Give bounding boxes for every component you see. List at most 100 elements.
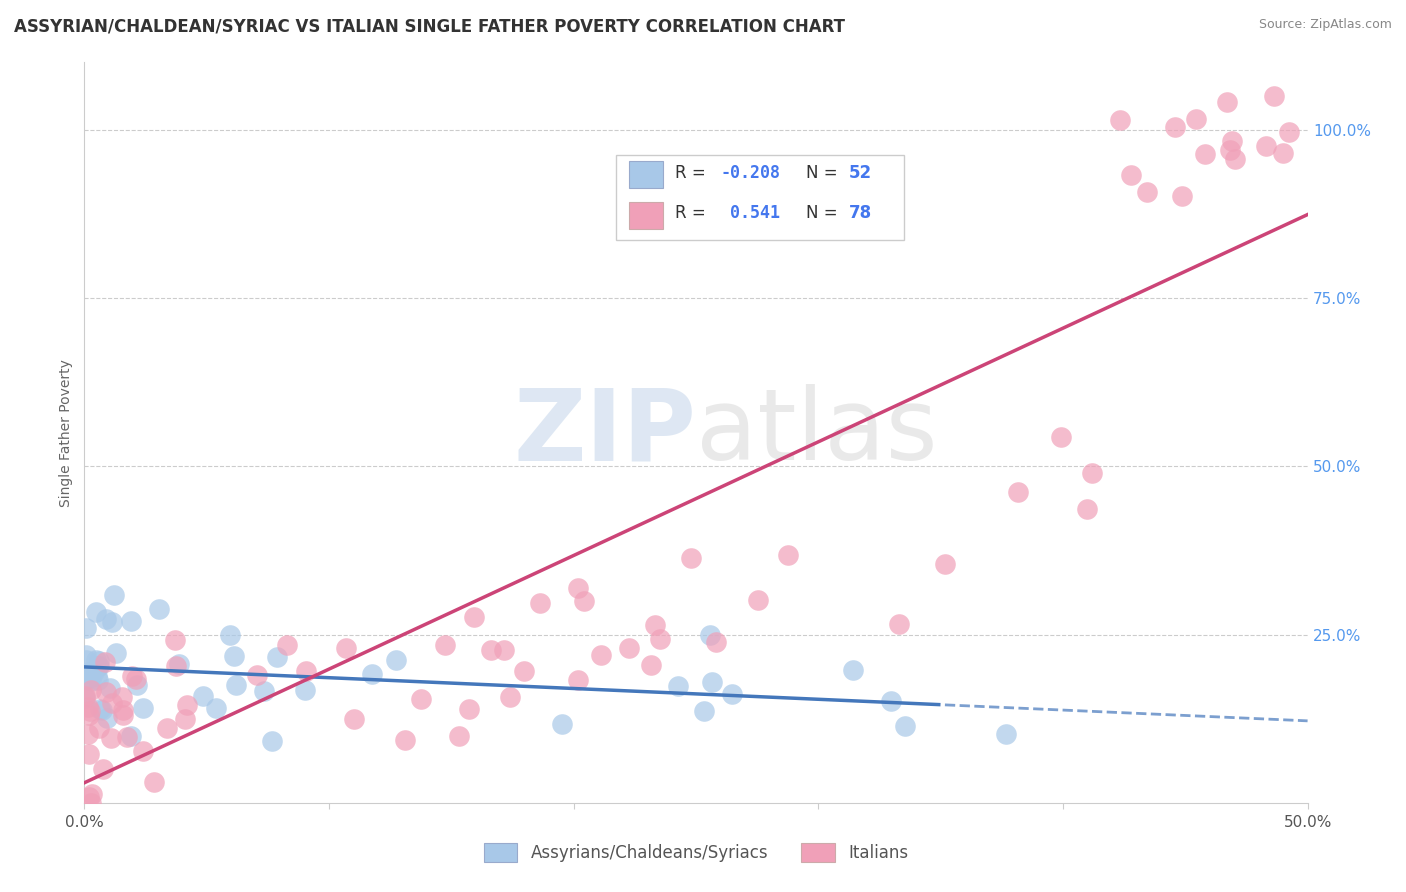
Point	[1272, 146, 1295, 161]
Point	[1108, 113, 1130, 128]
Text: N =: N =	[806, 164, 844, 183]
Point	[117, 731, 139, 745]
Point	[87, 658, 110, 673]
Text: atlas: atlas	[696, 384, 938, 481]
Point	[79, 672, 101, 686]
Point	[77, 790, 100, 805]
Text: 0.541: 0.541	[720, 203, 780, 222]
Text: Source: ZipAtlas.com: Source: ZipAtlas.com	[1258, 18, 1392, 31]
Point	[262, 734, 284, 748]
Point	[457, 702, 479, 716]
Point	[120, 614, 142, 628]
Point	[1170, 189, 1192, 203]
Point	[80, 796, 103, 810]
Point	[165, 659, 187, 673]
Point	[156, 721, 179, 735]
Point	[1220, 134, 1243, 148]
Point	[361, 667, 384, 681]
Point	[463, 610, 485, 624]
Point	[218, 627, 240, 641]
Point	[1050, 430, 1073, 444]
Point	[148, 602, 170, 616]
Point	[1263, 89, 1285, 103]
Point	[76, 699, 98, 714]
Point	[87, 673, 110, 687]
Point	[776, 548, 799, 562]
Point	[125, 678, 148, 692]
Point	[513, 665, 536, 679]
Point	[73, 691, 96, 706]
Point	[82, 787, 104, 801]
Point	[640, 658, 662, 673]
Point	[112, 703, 135, 717]
Point	[86, 669, 108, 683]
Point	[84, 605, 107, 619]
Point	[479, 642, 502, 657]
Point	[617, 641, 640, 656]
Point	[83, 665, 105, 679]
Point	[253, 683, 276, 698]
Point	[887, 617, 910, 632]
Point	[529, 596, 551, 610]
Point	[1007, 485, 1029, 500]
Point	[225, 678, 247, 692]
Point	[934, 557, 956, 571]
Point	[245, 668, 267, 682]
Point	[111, 690, 134, 704]
Point	[100, 615, 122, 629]
Point	[681, 551, 703, 566]
Point	[644, 617, 666, 632]
Point	[76, 727, 98, 741]
Point	[394, 732, 416, 747]
Point	[550, 716, 572, 731]
Point	[132, 700, 155, 714]
Point	[84, 653, 107, 667]
Point	[294, 682, 316, 697]
Point	[699, 628, 721, 642]
Point	[87, 721, 110, 735]
Point	[591, 648, 613, 662]
Point	[89, 702, 111, 716]
Point	[704, 635, 727, 649]
Point	[163, 633, 186, 648]
Point	[80, 674, 103, 689]
Point	[79, 683, 101, 698]
Point	[94, 685, 117, 699]
Point	[499, 690, 522, 704]
Point	[492, 643, 515, 657]
Point	[385, 652, 408, 666]
Point	[105, 647, 128, 661]
Point	[124, 673, 146, 687]
Point	[434, 638, 457, 652]
Point	[100, 731, 122, 745]
Text: N =: N =	[806, 203, 844, 222]
Point	[721, 687, 744, 701]
Point	[76, 671, 98, 685]
Point	[574, 594, 596, 608]
Point	[693, 704, 716, 718]
Point	[266, 649, 288, 664]
Point	[409, 692, 432, 706]
Point	[666, 680, 689, 694]
Point	[87, 658, 110, 673]
Point	[880, 694, 903, 708]
Point	[120, 729, 142, 743]
Point	[77, 708, 100, 723]
Bar	[628, 161, 664, 188]
Point	[75, 653, 97, 667]
Point	[112, 707, 135, 722]
Point	[132, 744, 155, 758]
Point	[567, 673, 589, 688]
Point	[276, 638, 298, 652]
Point	[91, 762, 114, 776]
Legend: Assyrians/Chaldeans/Syriacs, Italians: Assyrians/Chaldeans/Syriacs, Italians	[477, 836, 915, 869]
Point	[103, 588, 125, 602]
Point	[79, 666, 101, 681]
Point	[167, 657, 190, 671]
Point	[91, 703, 114, 717]
Point	[1136, 186, 1159, 200]
Point	[100, 696, 122, 710]
Point	[1194, 147, 1216, 161]
Point	[79, 747, 101, 761]
Point	[449, 729, 471, 743]
